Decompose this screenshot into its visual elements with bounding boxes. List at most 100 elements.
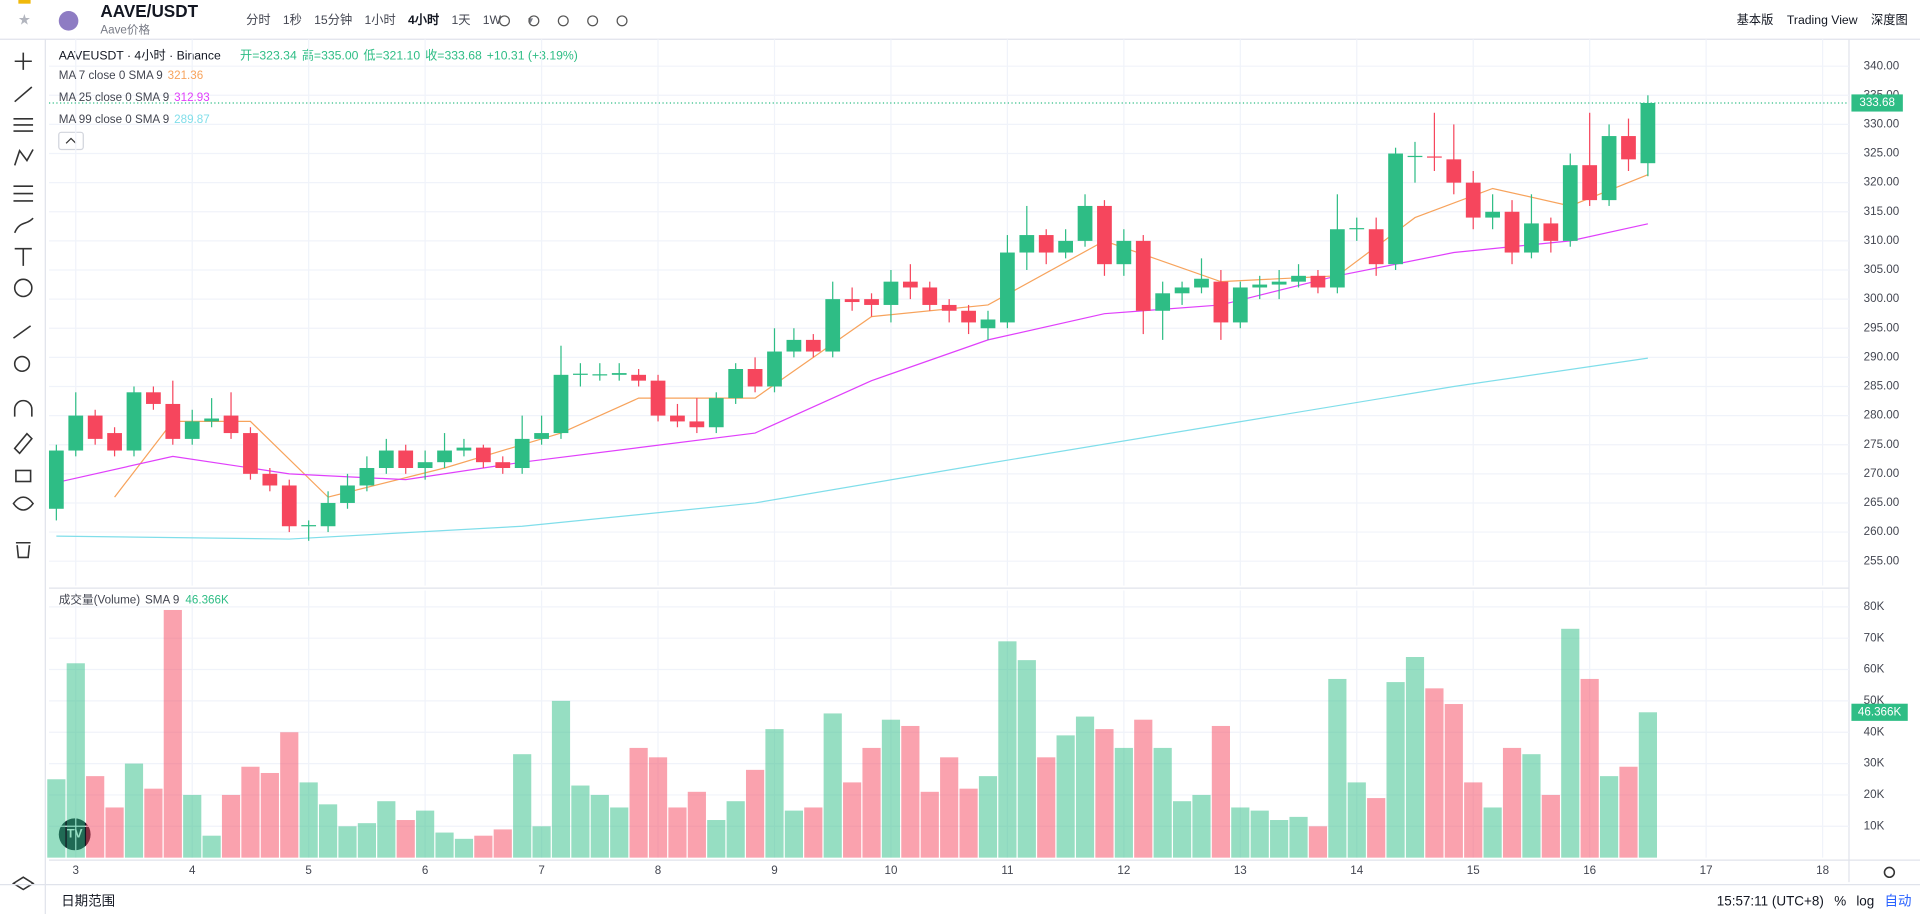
candle-body bbox=[670, 415, 685, 422]
coin-icon bbox=[58, 11, 79, 31]
y-tick-label: 310.00 bbox=[1864, 234, 1900, 247]
tool-text[interactable] bbox=[14, 247, 32, 266]
ma-legend-value: 312.93 bbox=[174, 91, 210, 104]
volume-bar bbox=[823, 713, 842, 858]
volume-bar bbox=[318, 804, 338, 858]
view-tab[interactable]: 深度图 bbox=[1871, 12, 1908, 27]
y-tick-label: 285.00 bbox=[1864, 380, 1900, 393]
interval[interactable]: 1秒 bbox=[283, 13, 302, 27]
interval[interactable]: 1天 bbox=[451, 13, 470, 27]
tool-delete[interactable] bbox=[15, 541, 31, 559]
x-tick-label: 8 bbox=[655, 864, 661, 877]
x-tick-label: 4 bbox=[189, 864, 196, 877]
volume-bar bbox=[551, 700, 571, 858]
y-tick-label: 330.00 bbox=[1864, 117, 1900, 130]
volume-bar bbox=[1561, 628, 1580, 858]
y-tick-label: 325.00 bbox=[1864, 147, 1900, 160]
candle-body bbox=[223, 415, 239, 434]
tool-eye[interactable] bbox=[12, 496, 35, 511]
y-tick-label: 260.00 bbox=[1864, 525, 1900, 538]
collapse-button[interactable] bbox=[58, 131, 84, 151]
volume-bar bbox=[260, 772, 279, 858]
ma-line bbox=[56, 223, 1649, 484]
symbol[interactable]: AAVE/USDT bbox=[100, 1, 198, 21]
volume-bar bbox=[1483, 807, 1502, 858]
candle-body bbox=[805, 339, 821, 352]
x-tick-label: 13 bbox=[1234, 864, 1247, 877]
settings[interactable] bbox=[1883, 866, 1896, 879]
volume-bar bbox=[726, 801, 745, 858]
candle-body bbox=[1077, 205, 1093, 241]
tool-ruler[interactable] bbox=[13, 325, 32, 339]
tool-lock-draw[interactable] bbox=[13, 432, 33, 455]
toolbar-icon[interactable] bbox=[587, 15, 599, 27]
interval[interactable]: 1小时 bbox=[364, 13, 395, 27]
candle-body bbox=[631, 374, 647, 381]
volume-bar bbox=[668, 807, 687, 858]
volume-bar bbox=[202, 835, 221, 858]
candle-body bbox=[1621, 136, 1636, 160]
interval[interactable]: 4小时 bbox=[408, 12, 440, 27]
y-tick-label: 315.00 bbox=[1864, 205, 1900, 218]
tool-fib[interactable] bbox=[13, 185, 34, 202]
toolbar-icon[interactable] bbox=[616, 15, 628, 27]
volume-bar bbox=[1522, 754, 1541, 858]
legend-name: AAVEUSDT · 4小时 · Binance bbox=[59, 49, 221, 63]
x-tick-label: 11 bbox=[1001, 864, 1013, 877]
candle-body bbox=[825, 299, 841, 352]
ohlc-value: 开=323.34 bbox=[240, 49, 297, 63]
tool-zoom[interactable] bbox=[13, 355, 31, 373]
volume-sma-value: 46.366K bbox=[185, 593, 229, 606]
auto-toggle[interactable]: 自动 bbox=[1884, 893, 1911, 908]
view-tab[interactable]: 基本版 bbox=[1737, 13, 1774, 27]
candle-body bbox=[184, 421, 200, 439]
volume-tick-label: 20K bbox=[1864, 788, 1885, 801]
ma-legend: MA 25 close 0 SMA 9 bbox=[59, 91, 169, 104]
candle-body bbox=[922, 287, 938, 305]
volume-bar bbox=[1289, 816, 1308, 858]
toolbar-icon[interactable] bbox=[498, 15, 510, 27]
ohlc-value: 低=321.10 bbox=[363, 49, 420, 63]
candle-body bbox=[786, 339, 802, 352]
volume-bar bbox=[1172, 801, 1192, 858]
candle-body bbox=[1310, 275, 1326, 288]
log-toggle[interactable]: log bbox=[1856, 893, 1874, 908]
percent-toggle[interactable]: % bbox=[1834, 893, 1846, 908]
candle-body bbox=[68, 415, 84, 451]
tool-line[interactable] bbox=[14, 86, 33, 103]
date-range[interactable]: 日期范围 bbox=[61, 893, 115, 908]
candle-body bbox=[980, 319, 996, 329]
tool-magnet[interactable] bbox=[13, 399, 33, 417]
tool-lines[interactable] bbox=[13, 118, 34, 132]
toolbar-icon[interactable] bbox=[528, 15, 540, 27]
tool-cross[interactable] bbox=[14, 52, 32, 70]
volume-bar bbox=[1580, 678, 1599, 858]
y-tick-label: 255.00 bbox=[1864, 554, 1900, 567]
volume-bar bbox=[1541, 794, 1560, 858]
interval[interactable]: 分时 bbox=[246, 13, 270, 27]
tool-lock[interactable] bbox=[15, 469, 32, 483]
interval[interactable]: 1W bbox=[483, 13, 502, 27]
volume-bar bbox=[338, 826, 357, 858]
toolbar-icon[interactable] bbox=[557, 15, 569, 27]
ma-legend: MA 99 close 0 SMA 9 bbox=[59, 113, 169, 126]
volume-bar bbox=[1347, 782, 1366, 858]
volume-bar bbox=[1619, 766, 1638, 858]
tool-emoji[interactable] bbox=[13, 278, 33, 298]
volume-bar bbox=[1425, 688, 1444, 858]
candle-body bbox=[941, 304, 957, 311]
volume-bar bbox=[299, 782, 318, 858]
interval[interactable]: 15分钟 bbox=[314, 12, 352, 27]
tool-pattern[interactable] bbox=[13, 149, 34, 166]
favorite[interactable]: ★ bbox=[18, 13, 31, 29]
volume-bar bbox=[1114, 747, 1133, 858]
tool-brush[interactable] bbox=[13, 217, 34, 234]
volume-legend: 成交量(Volume) bbox=[59, 592, 140, 606]
view-tab[interactable]: Trading View bbox=[1787, 13, 1858, 27]
dropdown[interactable]: ▾ bbox=[528, 15, 533, 26]
candle-body bbox=[1155, 293, 1171, 311]
tool-layers[interactable] bbox=[11, 876, 35, 891]
candle-body bbox=[1213, 281, 1229, 323]
volume-bar bbox=[1464, 782, 1483, 858]
x-tick-label: 18 bbox=[1816, 864, 1829, 877]
